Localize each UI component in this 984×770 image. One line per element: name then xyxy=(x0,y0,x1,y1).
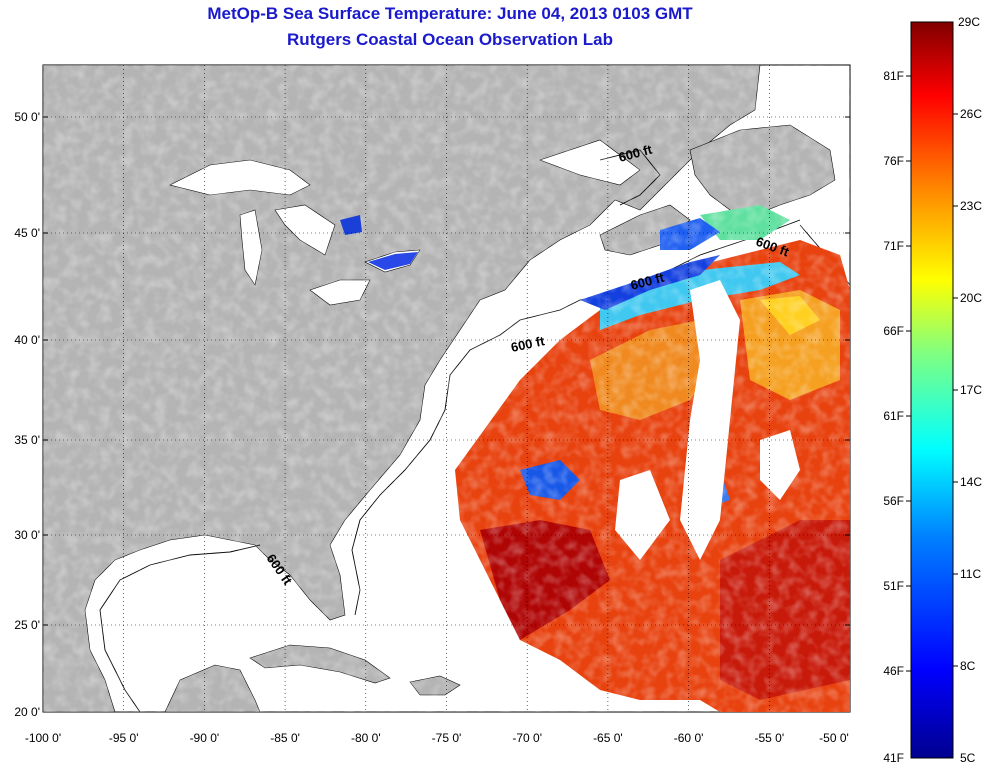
map-title: MetOp-B Sea Surface Temperature: June 04… xyxy=(207,4,693,23)
celsius-label: 17C xyxy=(960,383,982,397)
lake-sst-patch xyxy=(340,215,362,235)
lon-label: -90 0' xyxy=(190,731,220,745)
fahrenheit-label: 51F xyxy=(883,579,904,593)
celsius-label: 20C xyxy=(960,291,982,305)
celsius-label: 14C xyxy=(960,475,982,489)
lake-sst-patch xyxy=(368,252,418,270)
lat-label: 35 0' xyxy=(14,433,40,447)
lat-tick-labels: 50 0' 45 0' 40 0' 35 0' 30 0' 25 0' 20 0… xyxy=(14,110,40,719)
lon-label: -85 0' xyxy=(270,731,300,745)
map-subtitle: Rutgers Coastal Ocean Observation Lab xyxy=(287,30,613,49)
celsius-label: 26C xyxy=(960,107,982,121)
fahrenheit-label: 41F xyxy=(883,751,904,765)
lon-label: -65 0' xyxy=(593,731,623,745)
celsius-label: 5C xyxy=(960,751,976,765)
colorbar-ticks xyxy=(906,75,958,672)
celsius-label: 11C xyxy=(960,567,981,581)
fahrenheit-label: 56F xyxy=(883,494,904,508)
lat-label: 25 0' xyxy=(14,618,40,632)
lon-label: -80 0' xyxy=(351,731,381,745)
lat-label: 50 0' xyxy=(14,110,40,124)
lat-label: 20 0' xyxy=(14,705,40,719)
colorbar-fahrenheit-labels: 81F 76F 71F 66F 61F 56F 51F 46F 41F xyxy=(883,69,904,765)
lon-label: -75 0' xyxy=(432,731,462,745)
lon-label: -95 0' xyxy=(109,731,139,745)
lat-label: 30 0' xyxy=(14,528,40,542)
colorbar-celsius-labels: 29C 26C 23C 20C 17C 14C 11C 8C 5C xyxy=(958,15,982,765)
lon-label: -60 0' xyxy=(674,731,704,745)
fahrenheit-label: 81F xyxy=(883,69,904,83)
axis-ticks xyxy=(43,116,850,626)
celsius-label: 29C xyxy=(958,15,980,29)
lat-label: 40 0' xyxy=(14,333,40,347)
colorbar xyxy=(910,21,954,759)
fahrenheit-label: 66F xyxy=(883,324,904,338)
lon-label: -100 0' xyxy=(25,731,61,745)
cloud-speckle xyxy=(43,65,850,712)
graticule xyxy=(43,65,850,712)
celsius-label: 23C xyxy=(960,199,982,213)
lon-tick-labels: -100 0' -95 0' -90 0' -85 0' -80 0' -75 … xyxy=(25,731,849,745)
lon-label: -50 0' xyxy=(819,731,849,745)
lat-label: 45 0' xyxy=(14,226,40,240)
fahrenheit-label: 46F xyxy=(883,664,904,678)
fahrenheit-label: 71F xyxy=(883,239,904,253)
fahrenheit-label: 76F xyxy=(883,154,904,168)
lon-label: -55 0' xyxy=(754,731,784,745)
lon-label: -70 0' xyxy=(512,731,542,745)
contour-label: 600 ft xyxy=(510,333,547,355)
celsius-label: 8C xyxy=(960,659,976,673)
fahrenheit-label: 61F xyxy=(883,409,904,423)
